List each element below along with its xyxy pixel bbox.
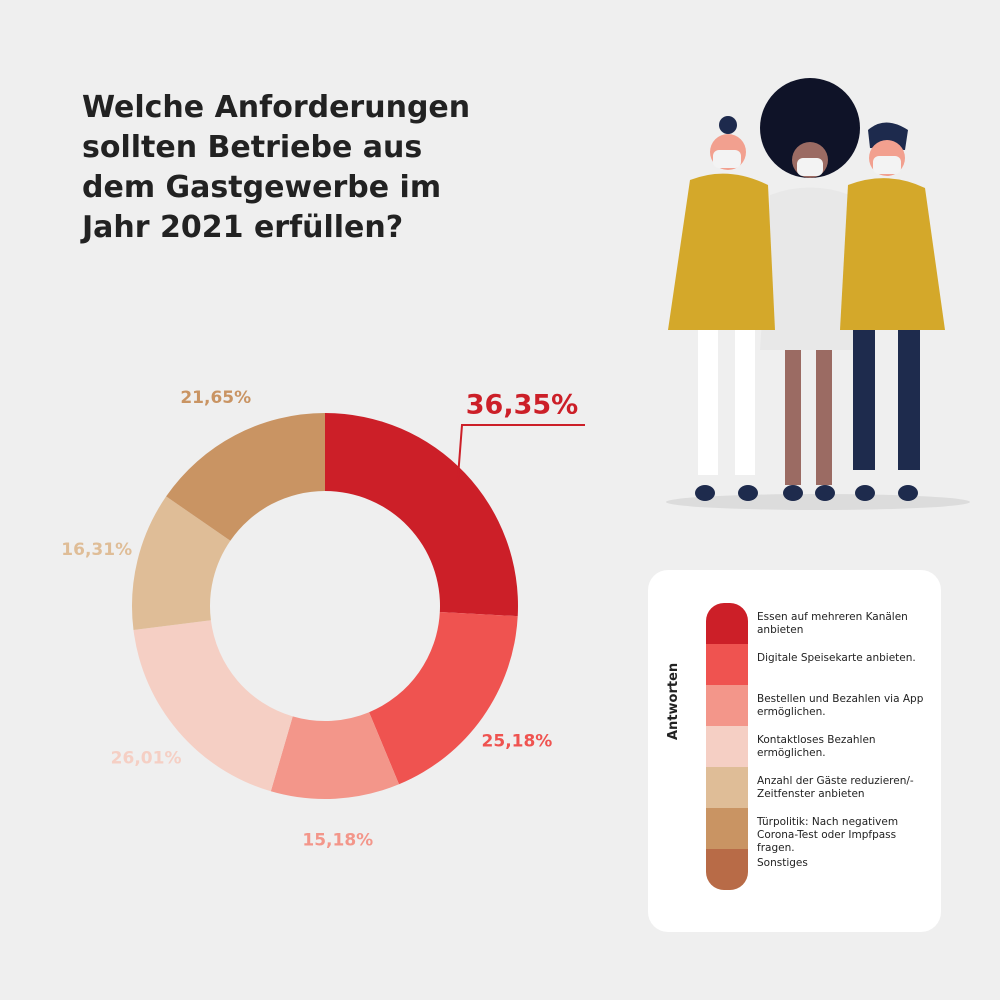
legend-label: Essen auf mehreren Kanälen anbieten [757, 610, 908, 636]
legend-swatch [706, 644, 748, 686]
legend-swatch [706, 808, 748, 850]
leader-line [456, 424, 585, 481]
value-label: 36,35% [466, 390, 578, 421]
legend-label: Sonstiges [757, 856, 808, 869]
value-label: 15,18% [302, 831, 373, 851]
legend-swatch [706, 767, 748, 809]
value-label: 16,31% [61, 540, 132, 560]
donut-slice [166, 413, 325, 541]
donut: 36,35% 25,18% 15,18% 26,01% 16,31% 21,65% [61, 388, 585, 851]
value-label: 26,01% [111, 748, 182, 768]
illustration [666, 78, 970, 510]
value-label: 21,65% [180, 388, 251, 408]
donut-slice [132, 496, 231, 630]
legend-label: Türpolitik: Nach negativem Corona-Test o… [757, 815, 899, 854]
legend-bar [706, 603, 748, 890]
legend-label: Kontaktloses Bezahlen ermöglichen. [757, 733, 876, 759]
legend-label: Bestellen und Bezahlen via App ermöglich… [757, 692, 924, 718]
legend-title: Antworten [666, 662, 681, 740]
donut-slice [369, 612, 518, 785]
value-label: 25,18% [482, 732, 553, 752]
legend-swatch [706, 603, 748, 645]
legend-swatch [706, 726, 748, 768]
chart-title: Welche Anforderungen sollten Betriebe au… [82, 90, 471, 245]
legend-label: Digitale Speisekarte anbieten. [757, 651, 916, 664]
legend-card [648, 570, 941, 932]
donut-slice [133, 620, 293, 792]
donut-slice [325, 413, 519, 617]
legend-swatch [706, 685, 748, 727]
legend-swatch [706, 849, 748, 890]
donut-slice [270, 712, 399, 799]
legend-label: Anzahl der Gäste reduzieren/-Zeitfenster… [757, 774, 914, 800]
